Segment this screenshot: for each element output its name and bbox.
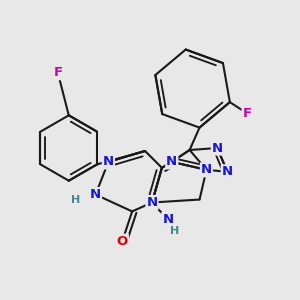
Text: N: N xyxy=(146,196,158,209)
Text: H: H xyxy=(71,194,80,205)
Text: N: N xyxy=(90,188,101,201)
Text: N: N xyxy=(166,155,177,168)
Text: N: N xyxy=(201,163,212,176)
Text: N: N xyxy=(212,142,223,154)
Text: F: F xyxy=(242,107,252,120)
Text: O: O xyxy=(117,235,128,248)
Text: N: N xyxy=(103,155,114,168)
Text: H: H xyxy=(170,226,179,236)
Text: F: F xyxy=(53,66,62,79)
Text: N: N xyxy=(222,165,233,178)
Text: N: N xyxy=(162,213,173,226)
